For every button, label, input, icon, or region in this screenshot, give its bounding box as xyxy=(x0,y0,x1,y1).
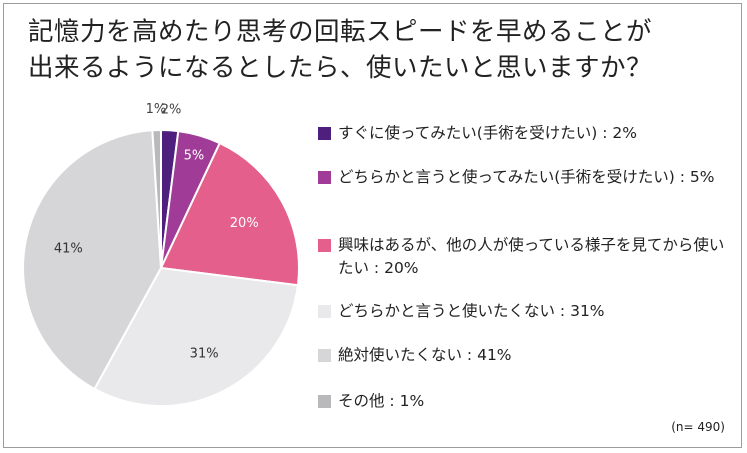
legend-item-4: どちらかと言うと使いたくない : 31% xyxy=(318,300,728,323)
pie-slice-label-5: 41% xyxy=(54,241,83,256)
pie-slice-label-2: 5% xyxy=(184,149,205,164)
pie-slice-4 xyxy=(93,266,300,407)
legend-label-3: 興味はあるが、他の人が使っている様子を見てから使いたい : 20% xyxy=(338,236,725,277)
pie-slice-label-6: 1% xyxy=(146,102,167,117)
legend-item-1: すぐに使ってみたい(手術を受けたい) : 2% xyxy=(318,122,728,145)
legend-swatch-3 xyxy=(318,239,331,252)
pie-slice-5 xyxy=(22,129,163,391)
legend-swatch-2 xyxy=(318,171,331,184)
legend-item-5: 絶対使いたくない : 41% xyxy=(318,344,728,367)
legend-swatch-5 xyxy=(318,349,331,362)
chart-title: 記憶力を高めたり思考の回転スピードを早めることが 出来るようになるとしたら、使い… xyxy=(28,14,728,86)
legend-label-6: その他 : 1% xyxy=(338,392,425,410)
pie-slice-label-4: 31% xyxy=(190,347,219,362)
legend-label-4: どちらかと言うと使いたくない : 31% xyxy=(338,302,605,320)
legend-item-2: どちらかと言うと使ってみたい(手術を受けたい) : 5% xyxy=(318,166,728,189)
pie-slice-3 xyxy=(159,141,300,287)
legend-swatch-6 xyxy=(318,395,331,408)
legend-label-5: 絶対使いたくない : 41% xyxy=(338,346,512,364)
chart-title-line-2: 出来るようになるとしたら、使いたいと思いますか？ xyxy=(28,53,653,83)
legend-swatch-1 xyxy=(318,127,331,140)
legend-label-1: すぐに使ってみたい(手術を受けたい) : 2% xyxy=(338,124,637,142)
chart-title-line-1: 記憶力を高めたり思考の回転スピードを早めることが xyxy=(28,17,653,47)
legend-label-2: どちらかと言うと使ってみたい(手術を受けたい) : 5% xyxy=(338,168,715,186)
pie-slice-label-3: 20% xyxy=(230,216,259,231)
legend-swatch-4 xyxy=(318,305,331,318)
legend-item-3: 興味はあるが、他の人が使っている様子を見てから使いたい : 20% xyxy=(318,234,728,280)
pie-slice-label-1: 2% xyxy=(161,102,182,117)
legend-item-6: その他 : 1% xyxy=(318,390,728,413)
pie-slice-6 xyxy=(151,128,162,269)
sample-size-note: (n= 490) xyxy=(671,420,725,434)
